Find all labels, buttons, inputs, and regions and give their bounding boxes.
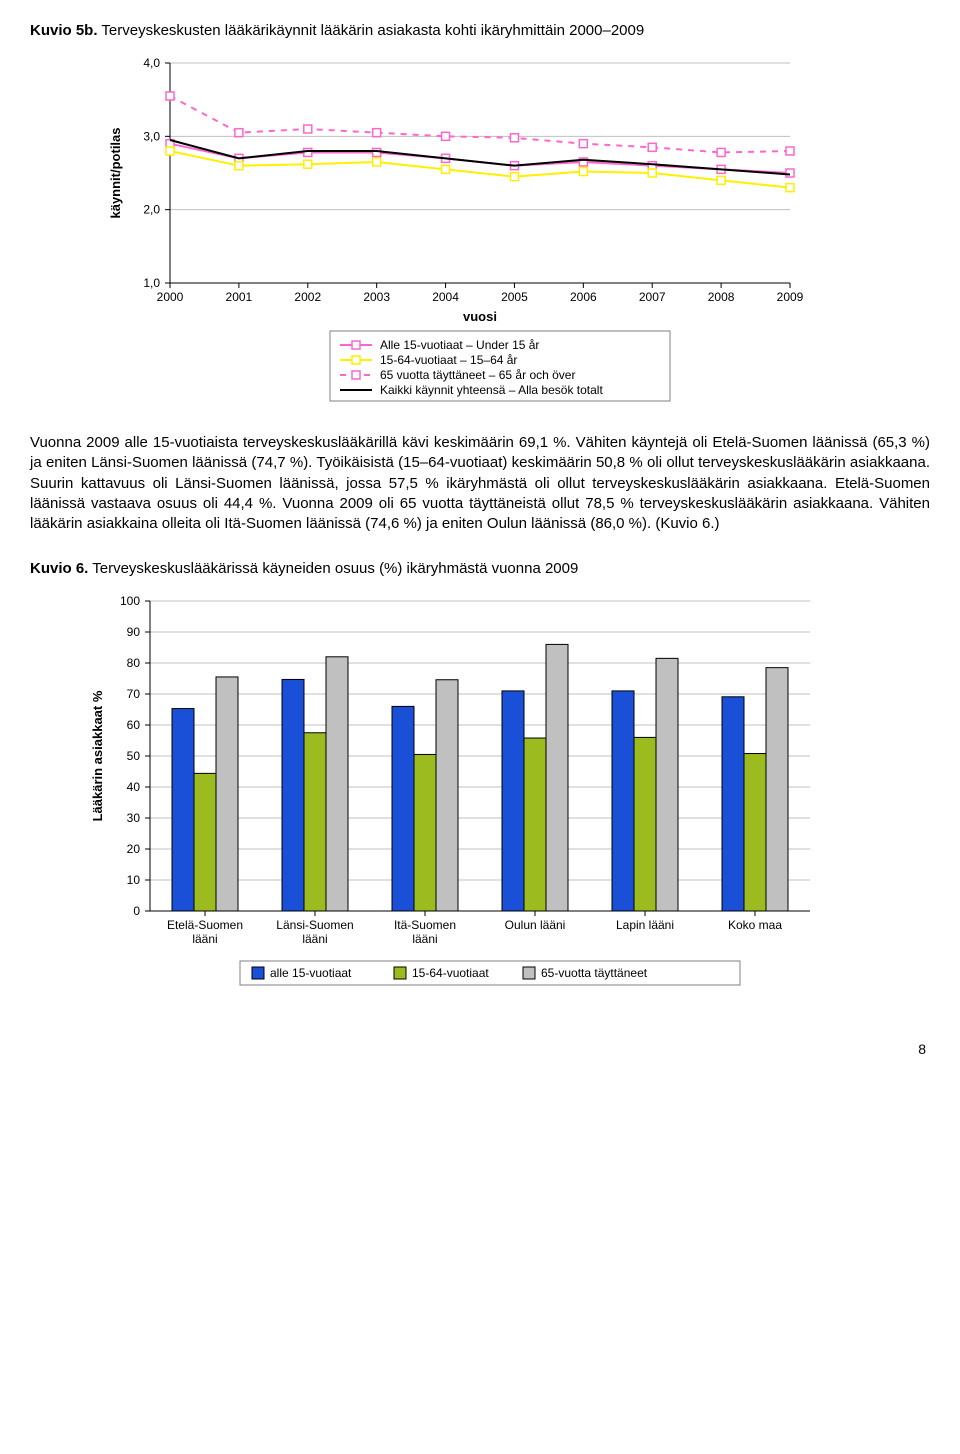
svg-text:2008: 2008 bbox=[708, 290, 735, 304]
svg-text:2009: 2009 bbox=[777, 290, 804, 304]
svg-text:15-64-vuotiaat: 15-64-vuotiaat bbox=[412, 966, 489, 980]
svg-text:Koko maa: Koko maa bbox=[728, 918, 782, 932]
svg-text:90: 90 bbox=[127, 625, 141, 639]
svg-text:2003: 2003 bbox=[363, 290, 390, 304]
svg-text:lääni: lääni bbox=[412, 932, 437, 946]
svg-text:2005: 2005 bbox=[501, 290, 528, 304]
svg-text:2,0: 2,0 bbox=[143, 203, 160, 217]
fig6-title-prefix: Kuvio 6. bbox=[30, 560, 88, 577]
svg-text:Länsi-Suomen: Länsi-Suomen bbox=[276, 918, 353, 932]
svg-text:2002: 2002 bbox=[294, 290, 321, 304]
figure-5b-title: Kuvio 5b. Terveyskeskusten lääkärikäynni… bbox=[30, 20, 930, 41]
svg-text:2004: 2004 bbox=[432, 290, 459, 304]
svg-text:65-vuotta täyttäneet: 65-vuotta täyttäneet bbox=[541, 966, 648, 980]
svg-text:10: 10 bbox=[127, 873, 141, 887]
svg-text:lääni: lääni bbox=[192, 932, 217, 946]
svg-text:80: 80 bbox=[127, 656, 141, 670]
svg-text:2006: 2006 bbox=[570, 290, 597, 304]
svg-text:vuosi: vuosi bbox=[463, 309, 497, 324]
figure-6-title: Kuvio 6. Terveyskeskuslääkärissä käyneid… bbox=[30, 558, 930, 579]
svg-text:20: 20 bbox=[127, 842, 141, 856]
bar-chart: 0 10 20 30 40 50 60 70 80 90 100 Lääkärin asiakkaat… bbox=[70, 591, 850, 1021]
svg-text:1,0: 1,0 bbox=[143, 276, 160, 290]
fig6-title-text: Terveyskeskuslääkärissä käyneiden osuus … bbox=[88, 560, 578, 577]
svg-text:50: 50 bbox=[127, 749, 141, 763]
svg-text:0: 0 bbox=[133, 904, 140, 918]
svg-text:15-64-vuotiaat – 15–64 år: 15-64-vuotiaat – 15–64 år bbox=[380, 353, 517, 367]
svg-text:65 vuotta täyttäneet – 65 år o: 65 vuotta täyttäneet – 65 år och över bbox=[380, 368, 575, 382]
page-number: 8 bbox=[30, 1041, 930, 1057]
figure-5b-chart: 1,0 2,0 3,0 4,0 käynnit/potilas 2000 2001 2002 2… bbox=[90, 53, 930, 413]
svg-text:lääni: lääni bbox=[302, 932, 327, 946]
svg-text:käynnit/potilas: käynnit/potilas bbox=[108, 127, 123, 218]
fig5b-title-prefix: Kuvio 5b. bbox=[30, 22, 98, 39]
svg-text:60: 60 bbox=[127, 718, 141, 732]
svg-text:Lapin lääni: Lapin lääni bbox=[616, 918, 674, 932]
svg-text:alle 15-vuotiaat: alle 15-vuotiaat bbox=[270, 966, 352, 980]
svg-text:100: 100 bbox=[120, 594, 140, 608]
svg-text:40: 40 bbox=[127, 780, 141, 794]
svg-text:Oulun lääni: Oulun lääni bbox=[505, 918, 566, 932]
figure-6-chart: 0 10 20 30 40 50 60 70 80 90 100 Lääkärin asiakkaat… bbox=[70, 591, 930, 1021]
svg-text:Itä-Suomen: Itä-Suomen bbox=[394, 918, 456, 932]
svg-text:Lääkärin asiakkaat %: Lääkärin asiakkaat % bbox=[90, 690, 105, 821]
svg-text:2000: 2000 bbox=[157, 290, 184, 304]
line-chart: 1,0 2,0 3,0 4,0 käynnit/potilas 2000 2001 2002 2… bbox=[90, 53, 830, 413]
svg-text:Kaikki käynnit yhteensä – Alla: Kaikki käynnit yhteensä – Alla besök tot… bbox=[380, 383, 603, 397]
svg-text:2001: 2001 bbox=[226, 290, 253, 304]
svg-text:Etelä-Suomen: Etelä-Suomen bbox=[167, 918, 243, 932]
body-paragraph: Vuonna 2009 alle 15-vuotiaista terveyske… bbox=[30, 433, 930, 534]
svg-text:3,0: 3,0 bbox=[143, 129, 160, 143]
svg-text:30: 30 bbox=[127, 811, 141, 825]
svg-text:4,0: 4,0 bbox=[143, 56, 160, 70]
fig5b-title-text: Terveyskeskusten lääkärikäynnit lääkärin… bbox=[98, 22, 645, 39]
svg-text:Alle 15-vuotiaat – Under 15 år: Alle 15-vuotiaat – Under 15 år bbox=[380, 338, 539, 352]
svg-text:2007: 2007 bbox=[639, 290, 666, 304]
svg-text:70: 70 bbox=[127, 687, 141, 701]
